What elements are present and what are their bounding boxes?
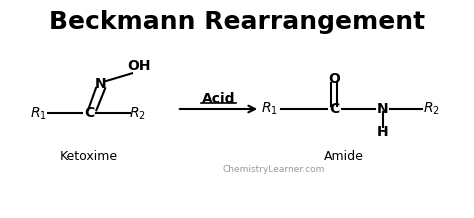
Text: Beckmann Rearrangement: Beckmann Rearrangement xyxy=(49,10,425,34)
Text: Ketoxime: Ketoxime xyxy=(60,150,118,163)
Text: ChemistryLearner.com: ChemistryLearner.com xyxy=(223,165,325,174)
Text: Acid: Acid xyxy=(202,92,235,106)
Text: $R_1$: $R_1$ xyxy=(30,105,46,121)
Text: N: N xyxy=(95,77,106,91)
Text: H: H xyxy=(377,125,389,139)
Text: $R_2$: $R_2$ xyxy=(423,101,440,117)
Text: Amide: Amide xyxy=(323,150,363,163)
Text: $R_1$: $R_1$ xyxy=(261,101,278,117)
Text: $R_2$: $R_2$ xyxy=(129,105,146,121)
Text: OH: OH xyxy=(128,59,151,73)
Text: C: C xyxy=(84,106,94,120)
Text: N: N xyxy=(377,102,389,116)
Text: C: C xyxy=(329,102,339,116)
Text: O: O xyxy=(328,72,340,86)
